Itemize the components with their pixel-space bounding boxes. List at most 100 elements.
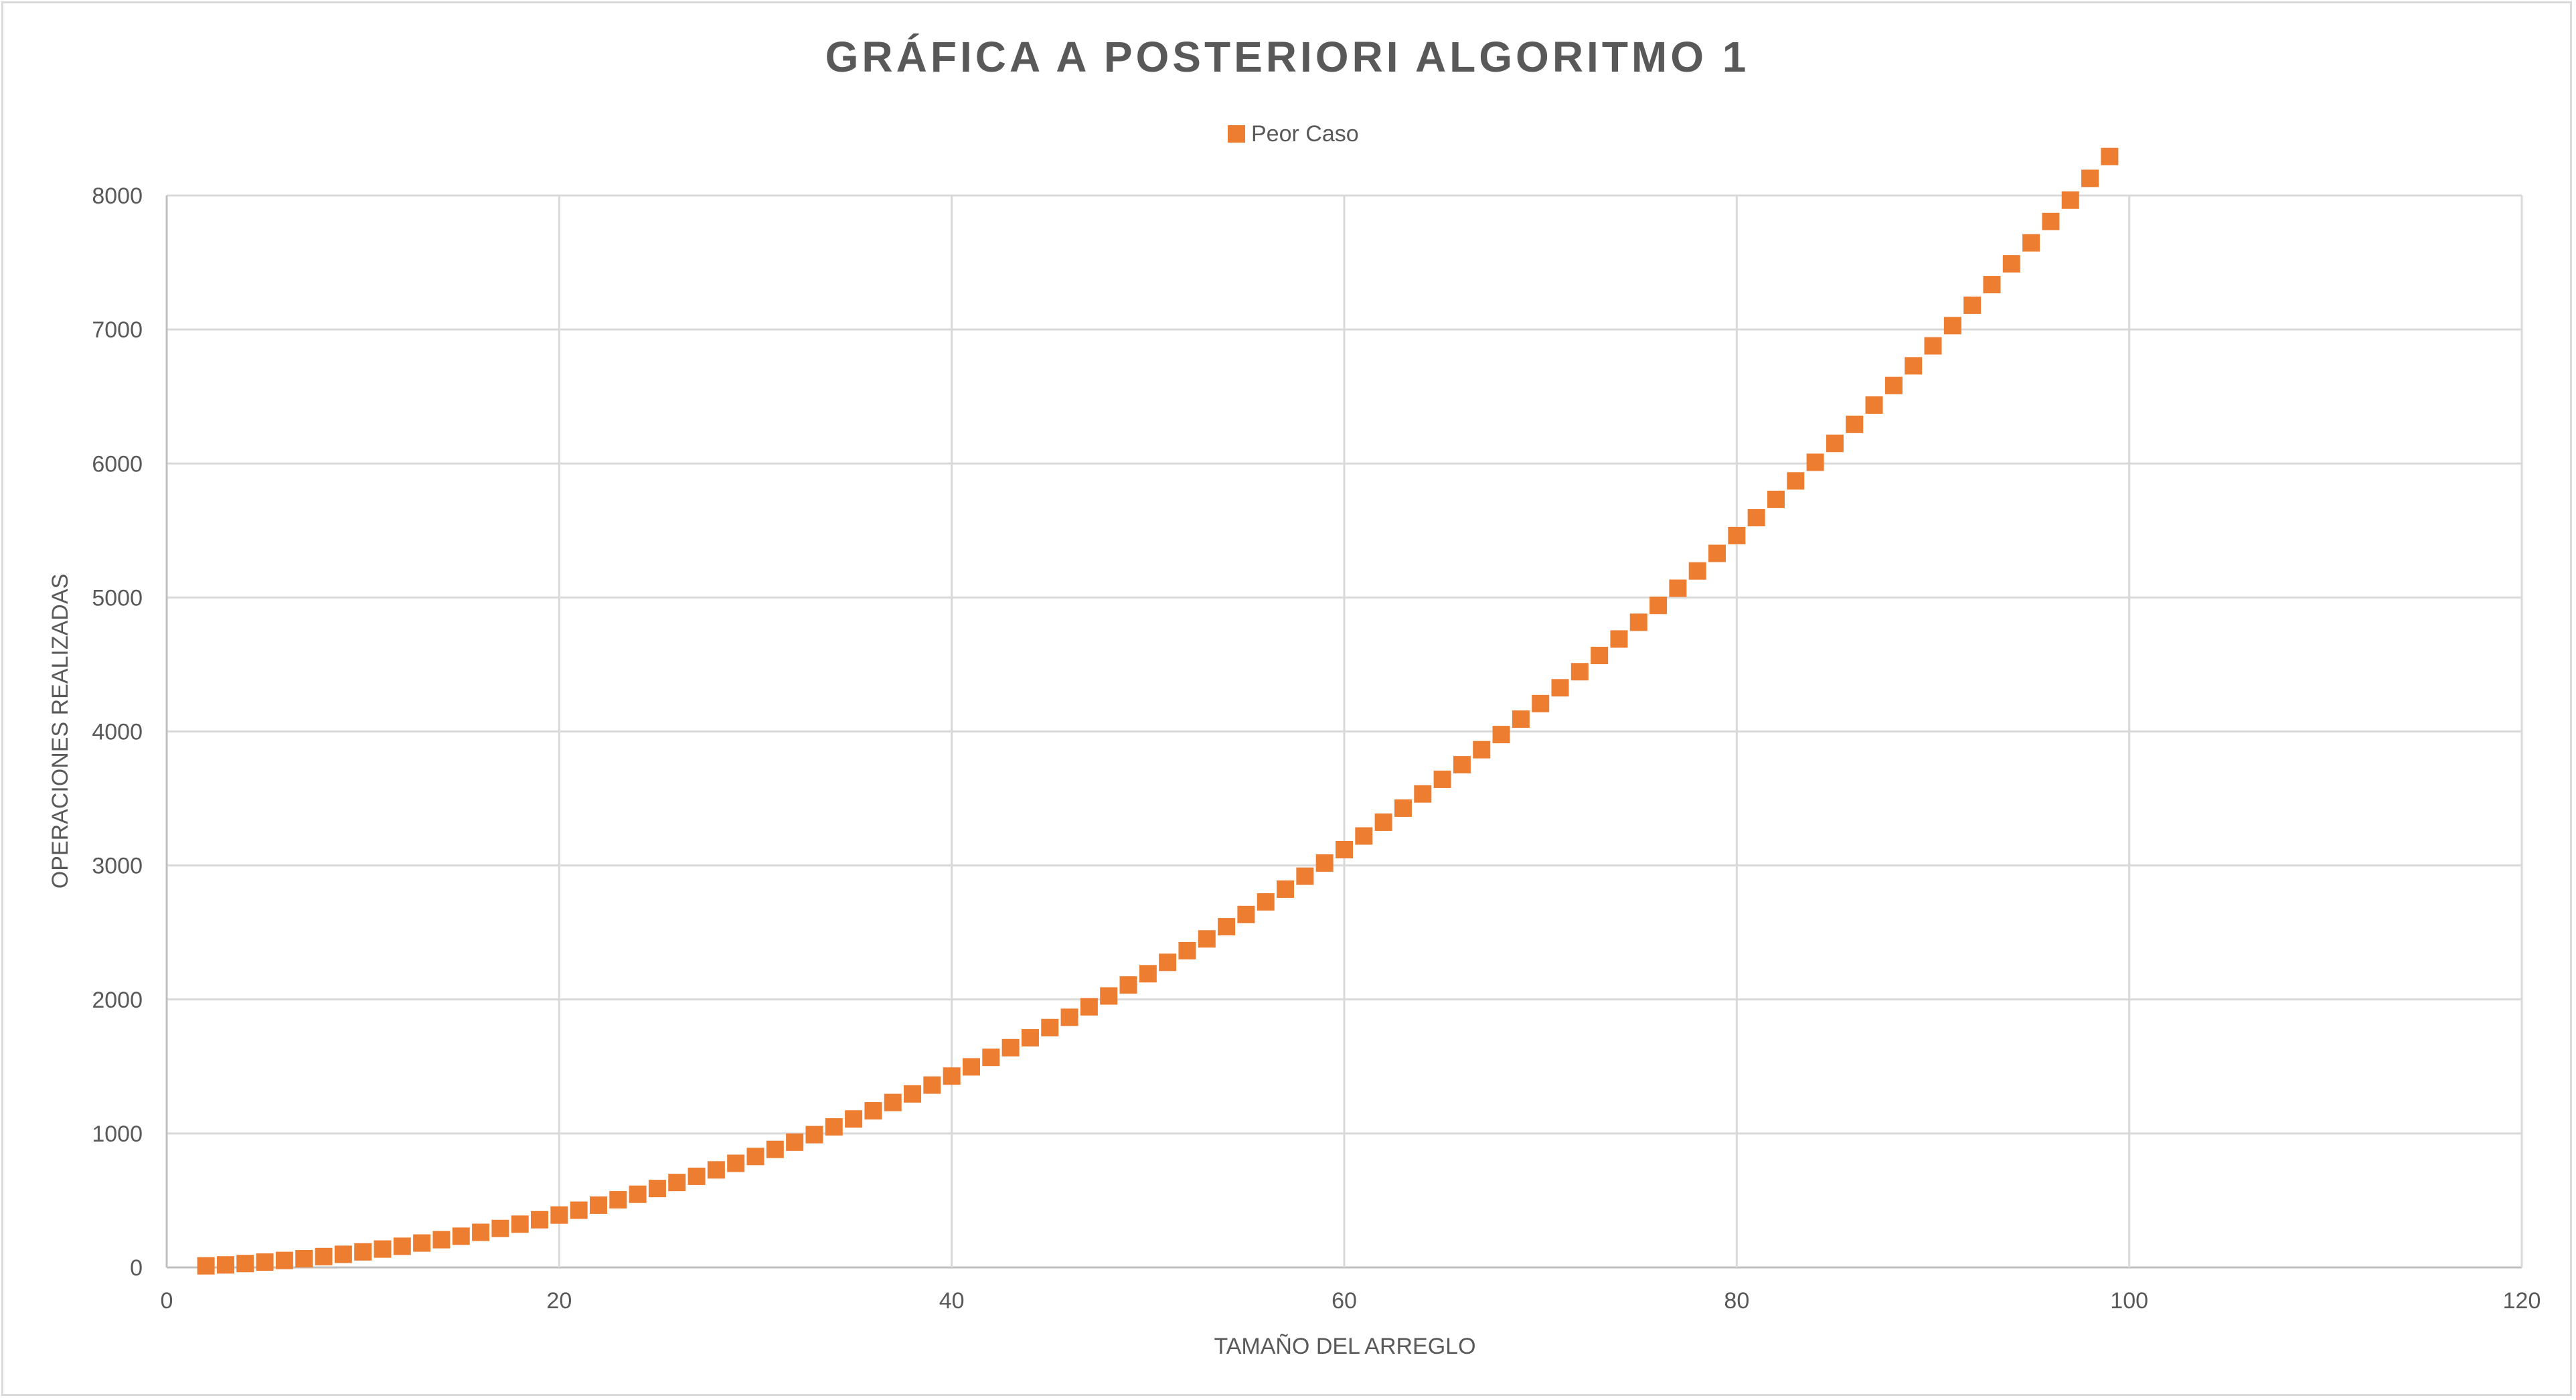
data-point xyxy=(275,1251,293,1269)
data-point xyxy=(2101,147,2119,165)
data-point xyxy=(1884,376,1903,394)
y-tick-label: 2000 xyxy=(92,988,143,1013)
chart-title: GRÁFICA A POSTERIORI ALGORITMO 1 xyxy=(825,33,1750,81)
data-point xyxy=(2042,212,2060,230)
data-point xyxy=(1571,663,1589,681)
data-point xyxy=(648,1180,666,1198)
data-point xyxy=(1394,799,1412,817)
data-point xyxy=(1924,337,1942,355)
data-point xyxy=(1433,770,1451,788)
data-point xyxy=(1336,841,1353,859)
data-point xyxy=(825,1118,843,1136)
data-point xyxy=(1688,562,1706,580)
data-point xyxy=(668,1174,686,1192)
data-point xyxy=(1865,396,1883,414)
data-point xyxy=(1218,918,1236,936)
data-point xyxy=(472,1223,490,1241)
gridlines xyxy=(165,194,2523,1269)
x-tick-label: 40 xyxy=(939,1288,965,1314)
data-point xyxy=(923,1076,941,1094)
data-point xyxy=(511,1215,529,1233)
data-point xyxy=(1708,544,1726,562)
data-point xyxy=(1983,276,2001,294)
data-point xyxy=(1001,1038,1020,1057)
x-axis-title: TAMAÑO DEL ARREGLO xyxy=(1214,1334,1475,1359)
data-point xyxy=(1178,941,1196,959)
x-tick-label: 80 xyxy=(1724,1288,1749,1314)
y-tick-label: 8000 xyxy=(92,183,143,209)
scatter-chart: GRÁFICA A POSTERIORI ALGORITMO 1 Peor Ca… xyxy=(48,33,2541,1359)
data-point xyxy=(609,1190,627,1209)
data-point xyxy=(1963,296,1982,314)
data-point xyxy=(1453,756,1471,774)
data-point xyxy=(904,1085,922,1103)
x-tick-label: 20 xyxy=(546,1288,572,1314)
data-point xyxy=(1021,1028,1039,1046)
x-tick-label: 100 xyxy=(2110,1288,2148,1314)
data-point xyxy=(1277,880,1295,899)
y-tick-label: 4000 xyxy=(92,720,143,745)
data-point xyxy=(393,1237,411,1255)
data-point xyxy=(491,1219,509,1237)
data-point xyxy=(216,1256,234,1274)
data-point xyxy=(374,1240,392,1258)
data-point xyxy=(295,1249,313,1267)
data-point xyxy=(1787,472,1805,490)
data-point xyxy=(452,1227,470,1245)
x-axis-ticks: 0 20 40 60 80 100 120 xyxy=(161,1288,2541,1314)
data-point xyxy=(570,1201,588,1219)
y-tick-label: 0 xyxy=(130,1255,143,1281)
legend-marker-peor-caso xyxy=(1228,125,1245,143)
data-point xyxy=(1905,357,1923,375)
data-points xyxy=(197,147,2119,1275)
data-point xyxy=(1767,490,1785,508)
data-point xyxy=(334,1245,352,1263)
legend: Peor Caso xyxy=(1228,121,1359,147)
data-point xyxy=(1139,965,1157,983)
data-point xyxy=(1100,987,1118,1005)
data-point xyxy=(1473,741,1491,759)
x-tick-label: 0 xyxy=(161,1288,173,1314)
data-point xyxy=(1080,998,1098,1016)
data-point xyxy=(982,1048,1000,1067)
data-point xyxy=(1728,526,1746,544)
data-point xyxy=(354,1243,372,1261)
data-point xyxy=(1198,930,1216,948)
data-point xyxy=(1747,509,1765,527)
data-point xyxy=(2022,234,2040,252)
data-point xyxy=(1512,710,1530,728)
data-point xyxy=(746,1148,764,1166)
data-point xyxy=(1374,813,1392,831)
data-point xyxy=(413,1234,431,1252)
x-tick-label: 60 xyxy=(1332,1288,1357,1314)
data-point xyxy=(805,1125,823,1144)
data-point xyxy=(2061,191,2079,209)
data-point xyxy=(2081,169,2099,187)
data-point xyxy=(2002,255,2020,273)
data-point xyxy=(629,1185,647,1203)
y-tick-label: 1000 xyxy=(92,1121,143,1147)
data-point xyxy=(315,1247,333,1265)
data-point xyxy=(550,1206,568,1224)
data-point xyxy=(1629,613,1647,631)
y-tick-label: 6000 xyxy=(92,451,143,477)
data-point xyxy=(1119,976,1137,994)
y-tick-label: 5000 xyxy=(92,585,143,611)
y-axis-title: OPERACIONES REALIZADAS xyxy=(48,574,73,888)
data-point xyxy=(1060,1008,1078,1026)
data-point xyxy=(943,1067,961,1085)
data-point xyxy=(1296,867,1314,885)
data-point xyxy=(589,1196,607,1214)
data-point xyxy=(707,1161,725,1179)
data-point xyxy=(1041,1018,1059,1036)
y-axis-ticks: 0 1000 2000 3000 4000 5000 6000 7000 8000 xyxy=(92,183,143,1281)
data-point xyxy=(1532,694,1550,712)
data-point xyxy=(864,1102,882,1120)
data-point xyxy=(1492,726,1510,744)
x-tick-label: 120 xyxy=(2503,1288,2541,1314)
data-point xyxy=(1414,785,1432,803)
data-point xyxy=(236,1255,254,1273)
data-point xyxy=(1846,415,1864,433)
data-point xyxy=(1551,679,1569,697)
data-point xyxy=(197,1257,215,1275)
